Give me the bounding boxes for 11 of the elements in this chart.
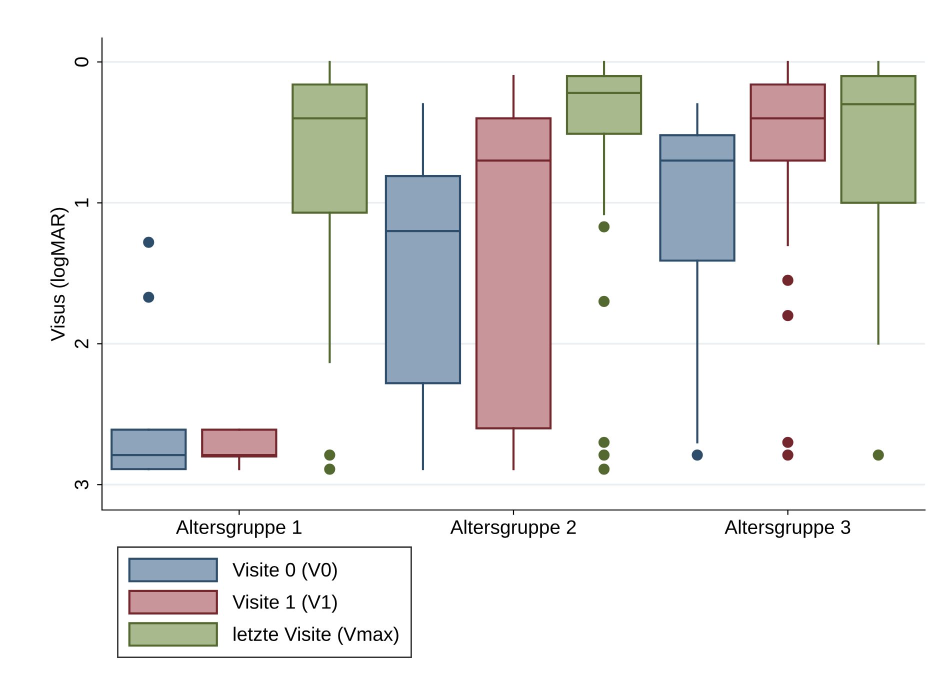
x-tick-label: Altersgruppe 2: [450, 520, 576, 538]
legend-label: Visite 1 (V1): [232, 594, 337, 613]
legend-label: Visite 0 (V0): [232, 562, 337, 581]
y-axis-title: Visus (logMAR): [50, 208, 69, 342]
x-tick-label: Altersgruppe 3: [724, 520, 850, 538]
y-tick-label: 1: [74, 198, 88, 207]
y-tick-label: 3: [74, 480, 88, 490]
y-tick-label: 2: [74, 339, 88, 348]
legend-label: letzte Visite (Vmax): [234, 626, 398, 645]
x-tick-label: Altersgruppe 1: [176, 520, 302, 538]
y-tick-label: 0: [74, 57, 88, 67]
